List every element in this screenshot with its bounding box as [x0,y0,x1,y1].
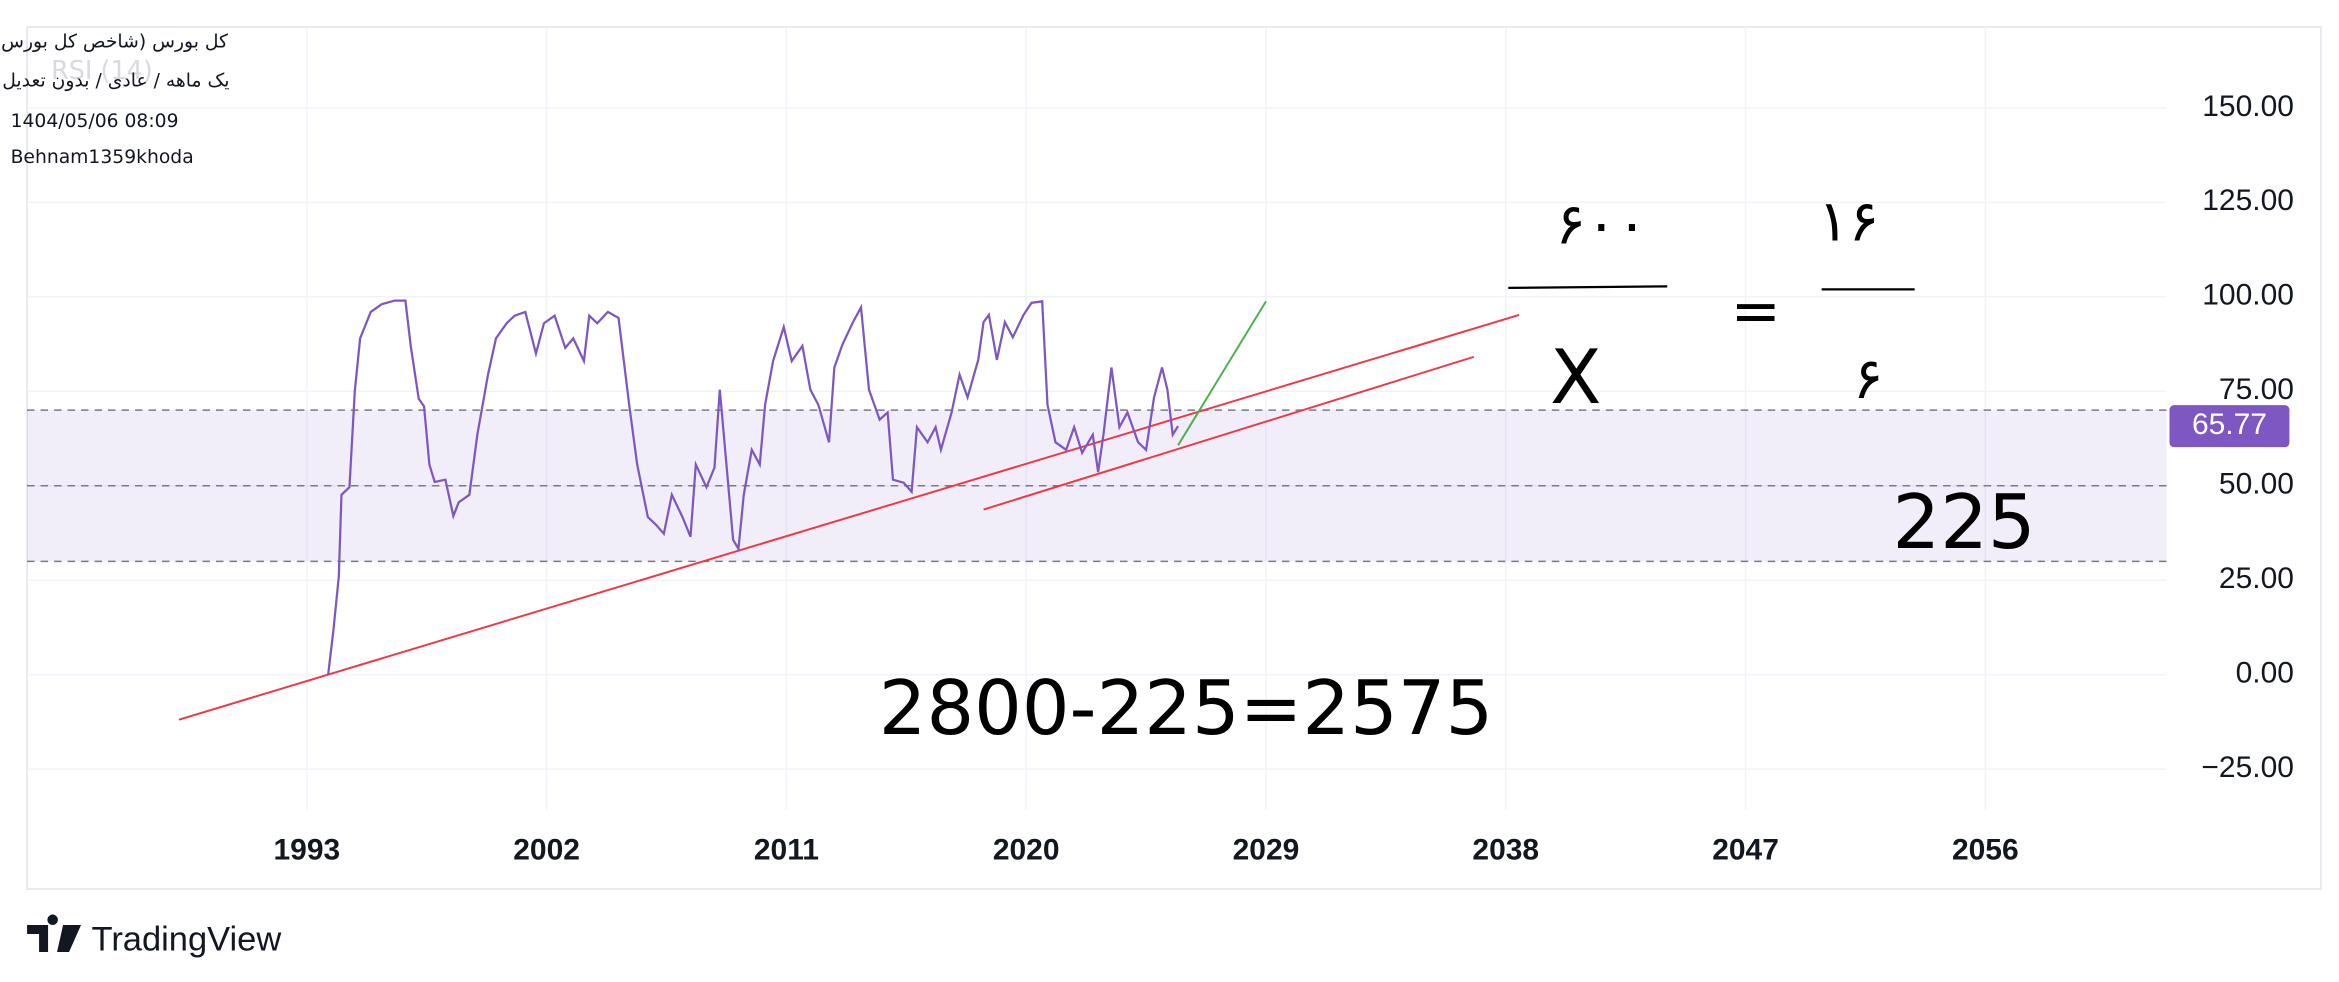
y-tick-label: 125.00 [2202,184,2294,217]
y-tick-label: 25.00 [2219,562,2294,595]
annotation: ۶ [1853,346,1884,412]
annotation: X [1550,333,1601,421]
brand: TradingView [92,921,282,959]
trend-line [1177,300,1267,446]
indicator-name: RSI (14) [51,56,153,86]
symbol: کل بورس (شاخص کل بورس) [0,31,228,52]
x-tick-label: 2047 [1712,833,1779,866]
price-tag [2169,405,2290,448]
x-tick-label: 2056 [1952,833,2019,866]
x-tick-label: 1993 [273,833,340,866]
x-tick-label: 2020 [993,833,1060,866]
y-tick-label: 0.00 [2236,657,2294,690]
y-tick-label: −25.00 [2201,751,2294,784]
price-tag-label: 65.77 [2192,408,2267,441]
chart-frame [26,26,2322,890]
annotation: = [1731,276,1781,346]
settings: یک ماهه / عادی / بدون تعدیل [2,70,229,91]
annotation: ۱۶ [1818,189,1879,255]
brand-logo: TradingView [27,914,282,959]
y-tick-label: 150.00 [2202,90,2294,123]
author: Behnam1359khoda [11,147,194,168]
x-tick-label: 2029 [1233,833,1300,866]
annotation: 2800-225=2575 [879,664,1493,752]
rsi-line [327,299,1180,675]
trend-line [983,355,1475,511]
trend-line [178,314,1520,721]
y-tick-label: 100.00 [2202,279,2294,312]
x-tick-label: 2011 [754,833,819,866]
annotation: ۶۰۰ [1555,192,1647,258]
y-tick-label: 75.00 [2219,373,2294,406]
fraction-line [1508,285,1668,289]
y-tick-label: 50.00 [2219,468,2294,501]
x-tick-label: 2038 [1472,833,1539,866]
annotation: 225 [1893,478,2036,566]
timestamp: 1404/05/06 08:09 [11,111,179,132]
x-tick-label: 2002 [513,833,580,866]
